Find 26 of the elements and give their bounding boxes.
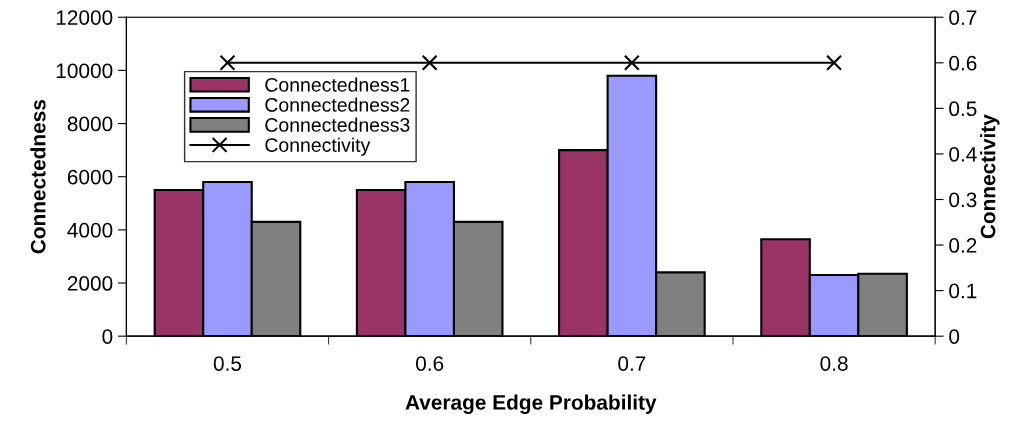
y-tick-label: 6000 — [67, 169, 113, 185]
y2-tick-label: 0.3 — [949, 192, 977, 208]
y-tick-label: 10000 — [56, 63, 113, 79]
legend-label: Connectedness1 — [265, 77, 410, 92]
legend-label: Connectedness3 — [265, 117, 410, 132]
y-tick-label: 12000 — [56, 10, 113, 25]
y2-tick-label: 0.7 — [949, 10, 977, 25]
y2-axis-title: Connectivity — [980, 114, 1000, 239]
y2-tick-label: 0.4 — [949, 146, 977, 162]
legend-label: Connectivity — [265, 137, 371, 156]
y2-tick-label: 0.1 — [949, 283, 977, 299]
x-tick-label: 0.5 — [213, 356, 242, 371]
x-axis-title: Average Edge Probability — [405, 394, 657, 414]
y-tick-label: 8000 — [67, 116, 113, 132]
y-tick-label: 0 — [102, 329, 113, 344]
x-tick-label: 0.8 — [820, 356, 848, 371]
y2-tick-label: 0.6 — [949, 55, 977, 71]
y2-tick-label: 0.2 — [949, 238, 977, 253]
y2-tick-label: 0.5 — [949, 101, 977, 117]
y-tick-label: 2000 — [67, 276, 113, 291]
y-tick-label: 4000 — [67, 222, 113, 238]
x-tick-label: 0.6 — [416, 356, 444, 371]
y-axis-title: Connectedness — [30, 99, 46, 254]
y2-tick-label: 0 — [949, 329, 960, 344]
legend-label: Connectedness2 — [265, 97, 410, 112]
x-tick-label: 0.7 — [618, 356, 646, 371]
